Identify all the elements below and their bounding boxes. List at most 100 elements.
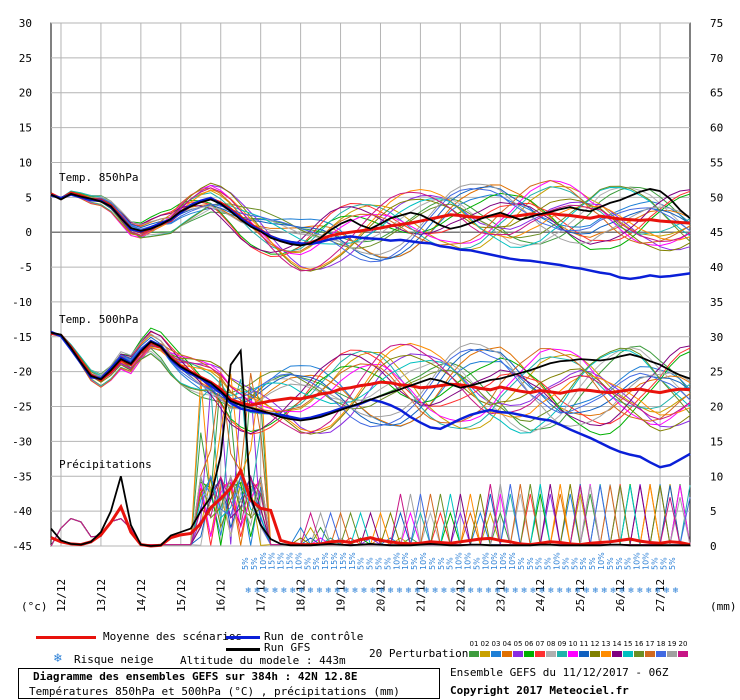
snow-risk-pct: 5%: [668, 557, 677, 570]
snow-risk-pct: 5%: [624, 557, 633, 570]
perturbation-swatch: [557, 651, 567, 657]
main-series-lines: [50, 188, 691, 548]
perturbation-number: 02: [480, 640, 490, 648]
snow-risk-pct: 10%: [481, 552, 490, 570]
right-tick-label: 70: [710, 52, 723, 65]
perturbation-number: 01: [469, 640, 479, 648]
copyright-label: Copyright 2017 Meteociel.fr: [450, 684, 629, 697]
snowflake-icon: ❄: [263, 586, 270, 595]
perturbation-swatch: [480, 651, 490, 657]
legend-perturbations-label: 20 Perturbations: [369, 647, 475, 660]
right-tick-label: 35: [710, 296, 723, 309]
left-tick-label: -25: [12, 401, 32, 414]
perturbation-swatch: [513, 651, 523, 657]
snowflake-icon: ❄: [574, 586, 581, 595]
snow-risk-pct: 5%: [472, 557, 481, 570]
snowflake-icon: ❄: [592, 586, 599, 595]
snowflake-icon: ❄: [272, 586, 279, 595]
date-tick-label: 14/12: [135, 579, 148, 612]
perturbation-swatch: [469, 651, 479, 657]
perturbation-number: 20: [678, 640, 688, 648]
legend-mean-label: Moyenne des scénarios: [103, 630, 243, 643]
perturbation-line-14-t850: [50, 189, 691, 254]
diagram-title: Diagramme des ensembles GEFS sur 384h : …: [33, 670, 358, 683]
snowflake-icon: ❄: [619, 586, 626, 595]
ensemble-run-label: Ensemble GEFS du 11/12/2017 - 06Z: [450, 666, 669, 679]
legend-control-label: Run de contrôle: [264, 630, 364, 643]
snow-risk-pct: 5%: [446, 557, 455, 570]
left-tick-label: 15: [19, 122, 32, 135]
snow-risk-pct: 15%: [286, 552, 295, 570]
right-axis-unit: (mm): [710, 600, 737, 613]
snow-risk-pct: 10%: [294, 552, 303, 570]
date-tick-label: 17/12: [255, 579, 268, 612]
snowflake-icon: ❄: [316, 586, 323, 595]
perturbation-swatch: [667, 651, 677, 657]
snowflake-icon: ❄: [485, 586, 492, 595]
snow-risk-row: 5% ❄ 5% ❄ 10% ❄ 15% ❄ 15% ❄ 15% ❄ 10% ❄ 5% ❄ 5% ❄ 15% ❄ 15% ❄…: [241, 552, 679, 595]
legend-altitude-label: Altitude du modele : 443m: [180, 654, 346, 667]
snow-risk-pct: 5%: [526, 557, 535, 570]
snowflake-icon: ❄: [468, 586, 475, 595]
right-tick-label: 20: [710, 401, 723, 414]
snow-risk-pct: 5%: [659, 557, 668, 570]
snow-risk-pct: 10%: [642, 552, 651, 570]
perturbation-number: 06: [524, 640, 534, 648]
snowflake-icon: ❄: [387, 586, 394, 595]
date-tick-label: 18/12: [295, 579, 308, 612]
perturbation-number: 17: [645, 640, 655, 648]
right-tick-label: 65: [710, 87, 723, 100]
perturbation-line-16-t500: [50, 332, 691, 422]
snowflake-icon: ❄: [476, 586, 483, 595]
snow-risk-pct: 5%: [517, 557, 526, 570]
right-tick-label: 5: [710, 505, 717, 518]
legend-gfs-label: Run GFS: [264, 641, 311, 654]
left-axis-ticks: 30 25 20 15 10 5 0 -5 -10 -15 -20 -25 -30 -35 -40 -45: [12, 17, 32, 553]
snowflake-icon: ❄: [628, 586, 635, 595]
snowflake-icon: ❄: [361, 586, 368, 595]
perturbation-swatch: [568, 651, 578, 657]
snowflake-icon: ❄: [512, 586, 519, 595]
snowflake-icon: ❄: [441, 586, 448, 595]
left-tick-label: 25: [19, 52, 32, 65]
snowflake-icon: ❄: [539, 586, 546, 595]
date-tick-label: 19/12: [335, 579, 348, 612]
snow-risk-pct: 5%: [312, 557, 321, 570]
right-tick-label: 0: [710, 540, 717, 553]
snow-risk-pct: 5%: [357, 557, 366, 570]
snowflake-icon: ❄: [54, 651, 62, 666]
perturbation-number: 12: [590, 640, 600, 648]
perturbation-line-06-t500: [50, 327, 691, 436]
snow-risk-pct: 10%: [633, 552, 642, 570]
snow-risk-pct: 5%: [383, 557, 392, 570]
snow-risk-pct: 5%: [241, 557, 250, 570]
legend-snow-label: Risque neige: [74, 653, 154, 666]
snow-risk-pct: 15%: [339, 552, 348, 570]
right-tick-label: 45: [710, 226, 723, 239]
snow-risk-pct: 5%: [606, 557, 615, 570]
snowflake-icon: ❄: [637, 586, 644, 595]
snow-risk-pct: 15%: [268, 552, 277, 570]
date-tick-label: 15/12: [175, 579, 188, 612]
perturbation-number: 14: [612, 640, 622, 648]
right-tick-label: 40: [710, 261, 723, 274]
panel-label-t500: Temp. 500hPa: [59, 313, 138, 326]
perturbation-line-20-t500: [50, 332, 691, 434]
snow-risk-pct: 15%: [321, 552, 330, 570]
perturbation-line-11-t850: [50, 186, 691, 261]
snowflake-icon: ❄: [548, 586, 555, 595]
snowflake-icon: ❄: [414, 586, 421, 595]
right-tick-label: 15: [710, 435, 723, 448]
left-tick-label: 10: [19, 156, 32, 169]
snowflake-icon: ❄: [601, 586, 608, 595]
right-tick-label: 75: [710, 17, 723, 30]
series-t500-run-gfs: [50, 331, 691, 422]
snow-risk-pct: 15%: [330, 552, 339, 570]
perturbation-number: 09: [557, 640, 567, 648]
date-tick-label: 24/12: [534, 579, 547, 612]
legend-gfs-swatch: [226, 648, 260, 651]
perturbation-swatch: [645, 651, 655, 657]
info-box: Diagramme des ensembles GEFS sur 384h : …: [18, 668, 440, 699]
perturbation-number: 11: [579, 640, 589, 648]
left-tick-label: -45: [12, 540, 32, 553]
